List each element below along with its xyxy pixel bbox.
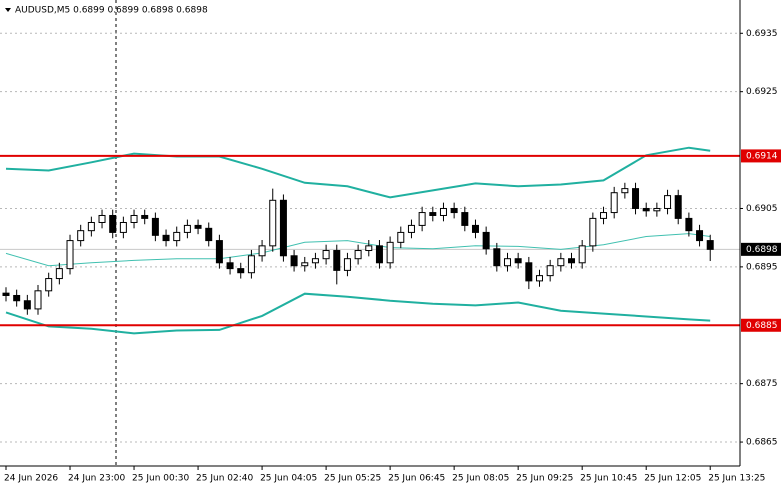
- candle-body: [87, 221, 95, 232]
- candle-body: [557, 258, 565, 267]
- candle-body: [536, 275, 543, 282]
- candle-body: [407, 224, 415, 233]
- candle-body: [130, 214, 138, 223]
- chart-title: AUDUSD,M5 0.6899 0.6899 0.6898 0.6898: [15, 6, 208, 16]
- candle-body: [546, 265, 554, 277]
- candle-body: [589, 217, 597, 247]
- candle-body: [514, 258, 522, 264]
- x-tick-label: 25 Jun 09:25: [516, 474, 573, 484]
- candle-body: [610, 192, 618, 214]
- candle-body: [66, 240, 74, 270]
- candle-body: [482, 231, 490, 250]
- candle-body: [450, 207, 458, 214]
- candle-body: [215, 240, 223, 264]
- candle-body: [45, 278, 53, 292]
- candle-body: [642, 207, 650, 212]
- candle-body: [2, 292, 10, 296]
- candle-body: [685, 217, 693, 232]
- candle-body: [375, 245, 383, 264]
- candle-body: [418, 212, 426, 226]
- candle-body: [77, 230, 85, 242]
- level-label-box: [741, 318, 781, 332]
- candle-body: [706, 240, 714, 250]
- candle-body: [664, 195, 672, 209]
- x-tick-label: 24 Jun 23:00: [68, 474, 125, 484]
- candle-body: [109, 214, 117, 233]
- candle-body: [343, 258, 351, 271]
- candle-body: [632, 188, 640, 209]
- candle-body: [226, 262, 234, 270]
- y-tick-label: 0.6905: [746, 204, 778, 214]
- candle-body: [34, 290, 42, 310]
- x-tick-label: 25 Jun 00:30: [132, 474, 189, 484]
- candle-body: [674, 195, 682, 219]
- candle-body: [258, 245, 266, 257]
- candle-body: [173, 231, 181, 242]
- candle-body: [162, 234, 170, 242]
- x-tick-label: 25 Jun 06:45: [388, 474, 445, 484]
- candle-body: [600, 212, 608, 219]
- candle-body: [503, 258, 511, 267]
- candle-body: [98, 214, 106, 223]
- x-tick-label: 25 Jun 05:25: [324, 474, 381, 484]
- candle-body: [23, 300, 31, 310]
- candle-body: [386, 241, 394, 264]
- x-tick-label: 25 Jun 04:05: [260, 474, 317, 484]
- band-line: [5, 292, 711, 335]
- y-tick-label: 0.6875: [746, 379, 778, 389]
- candle-body: [525, 262, 533, 282]
- x-tick-label: 25 Jun 08:05: [452, 474, 509, 484]
- candle-body: [151, 217, 159, 236]
- candle-body: [439, 207, 447, 216]
- candle-body: [141, 214, 149, 219]
- candle-body: [301, 262, 309, 267]
- candle-body: [55, 268, 63, 280]
- menu-arrow: [5, 8, 11, 12]
- x-tick-label: 25 Jun 12:05: [644, 474, 701, 484]
- candle-body: [397, 231, 405, 243]
- candle-body: [279, 199, 287, 257]
- x-tick-label: 25 Jun 02:40: [196, 474, 253, 484]
- candle-body: [333, 250, 341, 271]
- candle-body: [621, 188, 629, 194]
- x-tick-label: 25 Jun 10:45: [580, 474, 637, 484]
- candle-body: [205, 227, 213, 242]
- candle-body: [493, 248, 501, 267]
- x-tick-label: 24 Jun 2026: [4, 474, 58, 484]
- x-tick-label: 25 Jun 13:25: [708, 474, 765, 484]
- candle-body: [653, 207, 661, 212]
- y-tick-label: 0.6925: [746, 87, 778, 97]
- candle-body: [183, 224, 191, 233]
- candle-body: [568, 258, 576, 264]
- candle-body: [696, 230, 704, 242]
- candle-body: [13, 294, 21, 302]
- price-label-box: [741, 242, 781, 256]
- candle-body: [429, 212, 437, 216]
- y-tick-label: 0.6935: [746, 29, 778, 39]
- candle-body: [322, 250, 330, 260]
- candle-body: [194, 224, 202, 229]
- candle-body: [269, 199, 277, 247]
- level-label: 0.6885: [746, 321, 778, 331]
- candle-body: [237, 268, 245, 274]
- price-label: 0.6898: [746, 245, 778, 255]
- candle-body: [461, 212, 469, 226]
- level-label-box: [741, 149, 781, 163]
- candle-body: [471, 224, 479, 233]
- candle-body: [311, 258, 319, 264]
- candle-body: [119, 221, 127, 233]
- candle-body: [290, 255, 298, 267]
- level-label: 0.6914: [746, 151, 778, 161]
- candle-body: [247, 255, 255, 274]
- candle-body: [354, 250, 362, 260]
- candle-body: [365, 245, 373, 252]
- candle-body: [578, 245, 586, 264]
- y-tick-label: 0.6895: [746, 262, 778, 272]
- y-tick-label: 0.6865: [746, 438, 778, 448]
